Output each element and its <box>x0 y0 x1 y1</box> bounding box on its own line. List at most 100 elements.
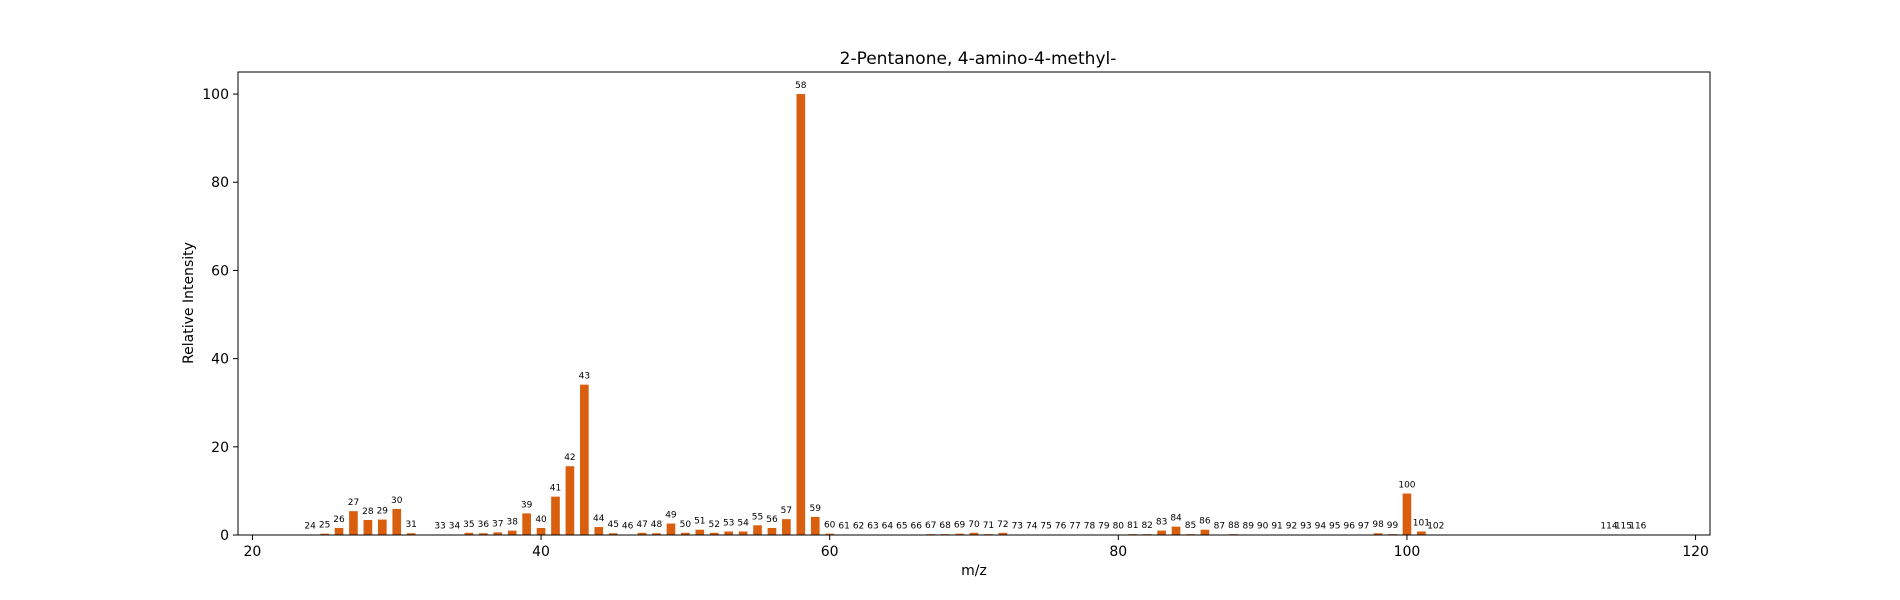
bar-mz-52 <box>709 532 719 535</box>
y-axis-label: Relative Intensity <box>181 242 197 364</box>
bar-label-mz-94: 94 <box>1315 522 1327 532</box>
bar-label-mz-75: 75 <box>1040 522 1051 532</box>
bar-label-mz-83: 83 <box>1156 518 1167 528</box>
bar-mz-48 <box>652 533 661 535</box>
x-tick-label: 60 <box>821 544 839 560</box>
bar-label-mz-80: 80 <box>1113 522 1125 532</box>
bars-layer <box>305 94 1643 536</box>
bar-mz-60 <box>825 533 835 535</box>
bar-label-mz-36: 36 <box>478 520 490 530</box>
x-tick-label: 80 <box>1109 544 1127 560</box>
bar-mz-86 <box>1200 529 1210 535</box>
bar-mz-51 <box>695 529 705 535</box>
bar-mz-57 <box>782 519 791 535</box>
bar-label-mz-98: 98 <box>1372 520 1384 530</box>
bar-label-mz-88: 88 <box>1228 521 1240 531</box>
bar-mz-72 <box>998 532 1008 535</box>
bar-label-mz-64: 64 <box>882 522 894 532</box>
bar-label-mz-59: 59 <box>810 504 822 514</box>
bar-mz-26 <box>334 527 344 535</box>
bar-label-mz-71: 71 <box>983 521 994 531</box>
bar-label-mz-74: 74 <box>1026 522 1038 532</box>
y-tick-label: 100 <box>202 87 229 103</box>
bar-mz-38 <box>507 530 517 535</box>
x-tick-label: 20 <box>244 544 262 560</box>
bar-mz-69 <box>955 533 964 535</box>
bar-label-mz-81: 81 <box>1127 521 1138 531</box>
bar-label-mz-26: 26 <box>333 515 345 525</box>
bar-label-mz-37: 37 <box>492 519 503 529</box>
bar-mz-50 <box>681 532 690 535</box>
bar-label-mz-56: 56 <box>766 515 778 525</box>
bar-label-mz-96: 96 <box>1343 522 1355 532</box>
bar-mz-98 <box>1373 533 1383 535</box>
bar-label-mz-65: 65 <box>896 522 907 532</box>
bar-mz-47 <box>637 532 647 535</box>
y-axis-ticks: 0 20 40 60 80 100 <box>202 87 238 544</box>
bar-label-mz-100: 100 <box>1398 481 1415 491</box>
bar-label-mz-68: 68 <box>939 521 951 531</box>
bar-label-mz-116: 116 <box>1629 522 1646 532</box>
bar-mz-56 <box>767 527 777 535</box>
bar-label-mz-42: 42 <box>564 453 575 463</box>
x-tick-label: 120 <box>1682 544 1709 560</box>
bar-mz-40 <box>536 527 546 535</box>
bar-mz-31 <box>406 533 416 535</box>
bar-label-mz-31: 31 <box>405 520 416 530</box>
bar-label-mz-54: 54 <box>737 518 749 528</box>
bar-label-mz-101: 101 <box>1413 518 1430 528</box>
bar-label-mz-84: 84 <box>1170 514 1182 524</box>
bar-mz-101 <box>1417 531 1426 535</box>
bar-mz-25 <box>320 533 329 535</box>
bar-label-mz-30: 30 <box>391 496 403 506</box>
bar-label-mz-63: 63 <box>867 522 878 532</box>
plot-frame <box>237 71 1711 536</box>
bar-mz-100 <box>1402 493 1412 535</box>
bar-label-mz-28: 28 <box>362 507 374 517</box>
bar-label-mz-82: 82 <box>1141 521 1152 531</box>
bar-label-mz-61: 61 <box>838 522 849 532</box>
y-tick-label: 20 <box>211 440 229 456</box>
bar-mz-44 <box>594 527 604 535</box>
bar-label-mz-25: 25 <box>319 521 330 531</box>
bar-label-mz-62: 62 <box>853 522 864 532</box>
bar-label-mz-97: 97 <box>1358 522 1369 532</box>
x-axis-label: m/z <box>961 563 987 579</box>
bar-mz-28 <box>363 520 373 535</box>
bar-mz-39 <box>522 513 531 535</box>
bar-label-mz-52: 52 <box>709 520 720 530</box>
bar-label-mz-95: 95 <box>1329 522 1340 532</box>
bar-label-mz-90: 90 <box>1257 522 1269 532</box>
bar-label-mz-41: 41 <box>550 484 561 494</box>
bar-label-mz-43: 43 <box>579 372 590 382</box>
bar-label-mz-86: 86 <box>1199 517 1211 527</box>
bar-mz-30 <box>392 508 402 535</box>
bar-mz-84 <box>1171 526 1181 535</box>
bar-label-mz-72: 72 <box>997 520 1008 530</box>
bar-label-mz-53: 53 <box>723 518 734 528</box>
bar-mz-45 <box>608 533 618 535</box>
bar-label-mz-102: 102 <box>1427 522 1444 532</box>
bar-label-mz-27: 27 <box>348 498 359 508</box>
bar-label-mz-34: 34 <box>449 522 461 532</box>
bar-label-mz-33: 33 <box>434 522 445 532</box>
bar-label-mz-45: 45 <box>607 520 618 530</box>
bar-label-mz-66: 66 <box>911 522 923 532</box>
bar-mz-58 <box>796 94 806 536</box>
bar-label-mz-24: 24 <box>304 522 316 532</box>
y-tick-label: 60 <box>211 263 229 279</box>
chart-title: 2-Pentanone, 4-amino-4-methyl- <box>840 49 1117 69</box>
bar-label-mz-92: 92 <box>1286 522 1297 532</box>
bar-label-mz-67: 67 <box>925 521 936 531</box>
bar-label-mz-29: 29 <box>377 507 389 517</box>
bar-label-mz-114: 114 <box>1600 522 1617 532</box>
bar-label-mz-76: 76 <box>1055 522 1067 532</box>
bar-mz-35 <box>464 532 474 535</box>
bar-label-mz-93: 93 <box>1300 522 1311 532</box>
bar-label-mz-87: 87 <box>1214 522 1225 532</box>
bar-mz-27 <box>349 511 358 535</box>
bar-mz-41 <box>551 496 560 535</box>
